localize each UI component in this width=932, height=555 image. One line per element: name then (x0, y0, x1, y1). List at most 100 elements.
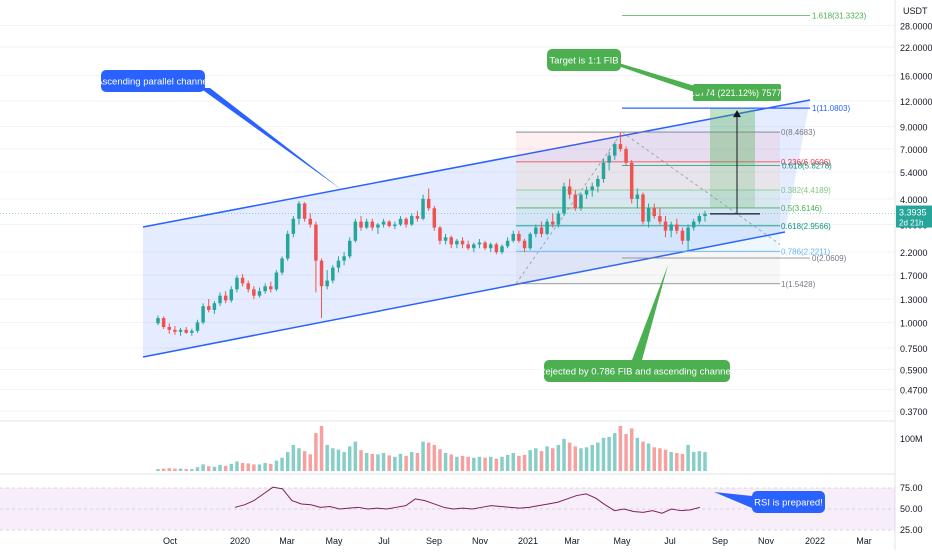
volume-bar (573, 446, 578, 471)
candle-body (376, 224, 380, 228)
candle-body (584, 190, 589, 195)
fib-extension-label: 0.618(5.8278) (782, 161, 832, 170)
price-tick-label: 2.2000 (900, 248, 928, 258)
candle-body (483, 242, 487, 249)
volume-bar (624, 434, 628, 471)
candle-body (223, 295, 228, 301)
candle-body (410, 216, 414, 225)
candle-body (443, 237, 448, 241)
volume-bar (703, 452, 707, 471)
candle-body (291, 218, 296, 234)
time-tick-label: Mar (564, 536, 580, 546)
volume-bar (393, 456, 397, 471)
candle-body (567, 186, 572, 195)
volume-bar (347, 446, 352, 471)
price-tick-label: 1.7000 (900, 271, 928, 281)
volume-bar (195, 467, 200, 471)
fib-level-label: 0(8.4683) (781, 128, 816, 137)
rsi-panel (0, 486, 895, 531)
candle-body (658, 216, 662, 222)
price-tick-label: 28.0000 (900, 22, 932, 32)
price-axis-unit: USDT (903, 6, 928, 16)
volume-bar (353, 441, 358, 471)
candle-body (302, 203, 307, 219)
candle-body (494, 244, 499, 253)
fib-level-label: 0.236(6.0606) (781, 158, 831, 167)
candle-body (601, 162, 606, 180)
volume-bar (421, 441, 425, 471)
volume-bar (517, 455, 521, 471)
candle-body (607, 155, 611, 163)
time-tick-label: May (613, 536, 631, 546)
time-tick-label: Nov (472, 536, 489, 546)
volume-bar (584, 447, 589, 471)
volume-bar (308, 454, 313, 471)
candle-body (173, 329, 177, 332)
candle-body (274, 272, 279, 290)
candles (156, 132, 707, 336)
volume-bar (641, 441, 645, 471)
price-axis[interactable]: 28.0000 22.0000 16.0000 12.0000 9.0000 7.0000… (896, 6, 932, 535)
volume-bar (167, 468, 172, 471)
fib-extension-label: 1(11.0803) (812, 104, 850, 113)
candle-body (550, 221, 555, 225)
time-tick-label: Oct (163, 536, 178, 546)
price-tick-label: 0.7500 (900, 344, 928, 354)
volume-bar (269, 463, 273, 471)
volume-bar (364, 453, 369, 471)
volume-bar (291, 444, 296, 471)
time-tick-label: Mar (279, 536, 295, 546)
candle-body (691, 221, 696, 228)
volume-bar (500, 456, 504, 471)
time-remaining-label: 2d 21h (899, 219, 923, 228)
fib-extension-label: 0(2.0609) (812, 254, 847, 263)
volume-bar (550, 448, 555, 471)
volume-bar (173, 468, 177, 471)
volume-bar (161, 468, 166, 471)
volume-bar (280, 457, 284, 471)
candle-body (319, 260, 324, 287)
volume-bar (556, 444, 561, 471)
price-tick-label: 22.0000 (900, 43, 932, 53)
volume-bar (212, 466, 217, 471)
candle-body (438, 227, 442, 241)
fib-zone (516, 251, 780, 284)
channel-callout-box (101, 70, 205, 92)
volume-bar (246, 463, 250, 471)
fib-trend-line (515, 131, 623, 285)
candle-body (201, 306, 205, 323)
volume-bar (359, 450, 363, 471)
candle-body (404, 218, 408, 225)
volume-bar (156, 469, 160, 471)
volume-bar (443, 453, 448, 471)
candle-body (641, 194, 645, 222)
volume-bar (432, 444, 437, 471)
volume-bar (652, 447, 656, 471)
fib-trend-line (621, 131, 781, 245)
volume-bar (342, 452, 346, 471)
volume-bar (613, 433, 617, 471)
candle-body (252, 289, 256, 296)
volume-bar (466, 456, 470, 471)
volume-bar (691, 452, 696, 471)
volume-bar (579, 448, 583, 471)
candle-body (212, 303, 217, 310)
volume-bar (376, 454, 380, 471)
rejected-callout-text: Rejected by 0.786 FIB and ascending chan… (539, 367, 736, 378)
candle-body (195, 322, 200, 331)
candle-body (488, 244, 493, 249)
fib-extension: 1.618(31.3323) 1(11.0803) 0.618(5.8278) 0(2… (622, 11, 867, 263)
candle-body (663, 221, 668, 231)
volume-bar (488, 456, 493, 471)
volume-bar (472, 457, 476, 471)
time-axis[interactable]: Oct 2020 Mar May Jul Sep Nov 2021 Mar May Jul Sep No… (163, 536, 872, 546)
volume-bar (370, 453, 375, 471)
volume-bar (522, 454, 527, 471)
price-tick-label: 1.0000 (900, 318, 928, 328)
candle-body (156, 318, 160, 324)
candle-body (466, 244, 470, 249)
target-zone (710, 108, 755, 166)
fib-zone (516, 161, 780, 191)
rsi-callout-box (752, 491, 825, 513)
